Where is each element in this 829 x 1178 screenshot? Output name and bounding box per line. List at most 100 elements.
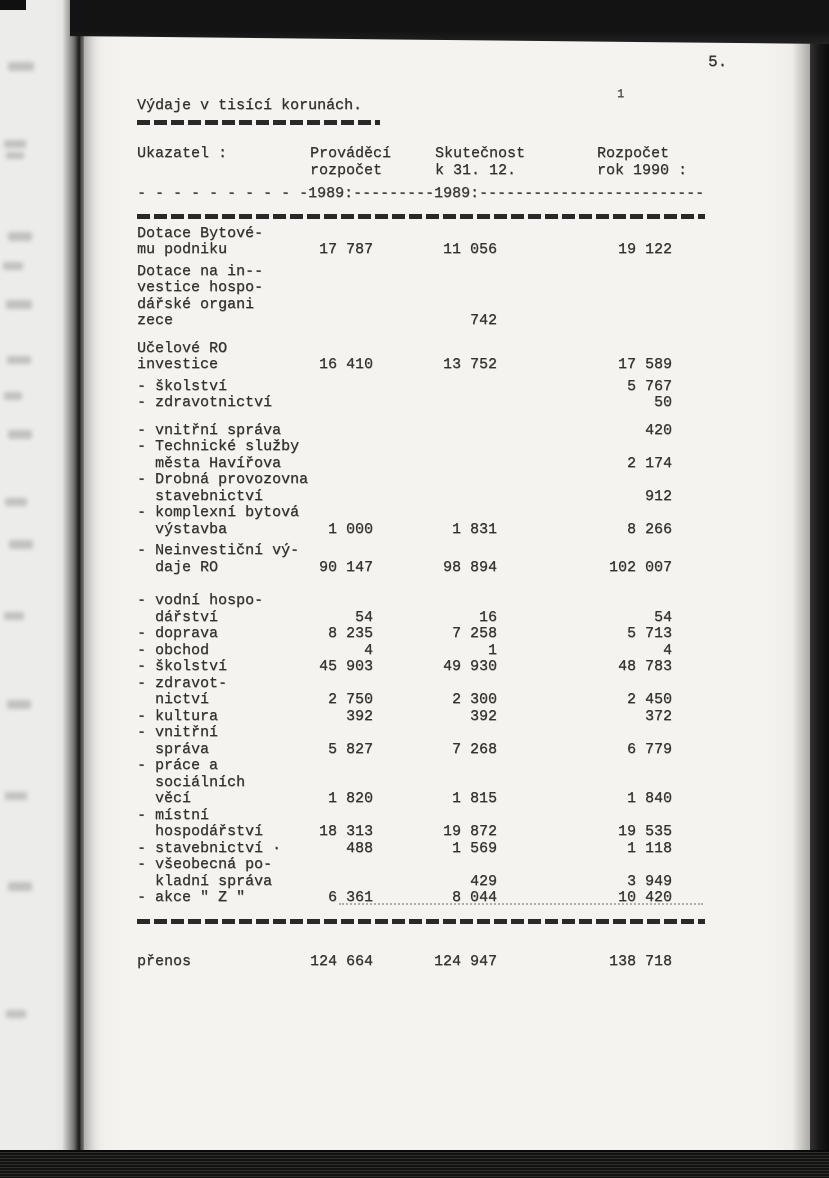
value-cell: 102 007 (608, 558, 672, 576)
value-cell: 1 820 (327, 790, 373, 807)
value-cell: 1 569 (451, 839, 497, 857)
value-cell: 2 750 (327, 691, 373, 708)
value-cell: 98 894 (442, 558, 497, 576)
value-cell: 1 815 (451, 790, 497, 807)
table-row: Dotace na in-- vestice hospo- dářské org… (137, 262, 723, 330)
row-label: - zdravotnictví (137, 394, 273, 411)
value-cell: 16 (478, 608, 497, 626)
value-cell: 392 (469, 707, 497, 725)
header-year-dashed-line: - - - - - - - - - -1989:---------1989:--… (137, 184, 705, 202)
value-cell: 10 420 (617, 889, 672, 906)
row-label: - kultura (137, 707, 219, 725)
row-label: - školství (137, 658, 228, 675)
header-col3-line1: Rozpočet (597, 144, 670, 162)
value-cell: 912 (644, 487, 672, 505)
value-cell: 742 (469, 312, 497, 329)
table-row: - kultura 392 392 372 (137, 707, 723, 726)
table-row: Učelové RO investice 16 410 13 752 17 589 (137, 340, 723, 374)
table-row: - všeobecná po- kladní správa 429 3 949 (137, 856, 723, 890)
value-cell: 7 268 (451, 740, 497, 758)
value-cell: 45 903 (318, 658, 373, 675)
header-col1-line1: Prováděcí (310, 144, 392, 162)
value-cell: 54 (653, 608, 672, 626)
table-row: - akce " Z " 6 361 8 044 10 420 (137, 889, 723, 907)
value-cell: 8 266 (626, 520, 672, 538)
value-cell: 138 718 (608, 952, 672, 970)
value-cell: 4 (363, 641, 373, 659)
table-row: - práce a sociálních věcí 1 820 1 815 1 840 (137, 757, 723, 808)
value-cell: 1 (487, 641, 497, 659)
value-cell: 1 831 (451, 520, 497, 538)
row-label: - práce a sociálních věcí (137, 757, 246, 807)
row-label: - obchod (137, 641, 210, 659)
book-gutter-shadow (62, 0, 84, 1178)
value-cell: 8 235 (327, 625, 373, 642)
header-separator-line (137, 213, 705, 219)
table-header: Ukazatel : Prováděcí rozpočet Skutečnost… (137, 144, 723, 208)
row-label: - místní hospodářství (137, 806, 264, 840)
row-label: - Technické služby města Havířova (137, 438, 300, 472)
value-cell: 429 (469, 872, 497, 890)
value-cell: 8 044 (451, 889, 497, 906)
row-label: Dotace na in-- vestice hospo- dářské org… (137, 262, 264, 329)
value-cell: 17 589 (617, 356, 672, 373)
table-body: Dotace Bytové- mu podniku 17 787 11 056 19 … (137, 224, 723, 907)
value-cell: 1 118 (626, 839, 672, 857)
row-label: - doprava (137, 625, 219, 642)
document-content: Výdaje v tisící korunách. Ukazatel : Pro… (137, 50, 723, 970)
value-cell: 5 713 (626, 625, 672, 642)
table-row: - stavebnictví · 488 1 569 1 118 (137, 839, 723, 858)
value-cell: 1 000 (327, 520, 373, 538)
row-label: - vnitřní správa (137, 421, 282, 439)
value-cell: 19 535 (617, 823, 672, 840)
row-label: - stavebnictví · (137, 839, 282, 857)
value-cell: 488 (345, 839, 373, 857)
value-cell: 18 313 (318, 823, 373, 840)
table-row: - doprava 8 235 7 258 5 713 (137, 625, 723, 643)
value-cell: 5 767 (626, 377, 672, 395)
value-cell: 124 664 (310, 952, 374, 970)
value-cell: 13 752 (442, 356, 497, 373)
value-cell: 90 147 (318, 558, 373, 576)
table-row: - Drobná provozovna stavebnictví 912 (137, 471, 723, 505)
value-cell: 16 410 (318, 356, 373, 373)
value-cell: 11 056 (442, 241, 497, 258)
scan-bottom-border (0, 1150, 829, 1178)
value-cell: 19 122 (617, 241, 672, 258)
paper-sheet (82, 0, 810, 1178)
table-row: - Neinvestiční vý- daje RO 90 147 98 894 10… (137, 542, 723, 576)
value-cell: 5 827 (327, 740, 373, 758)
value-cell: 54 (354, 608, 373, 626)
table-row: - školství 5 767 (137, 377, 723, 396)
table-row: - Technické služby města Havířova 2 174 (137, 438, 723, 472)
row-label: - Neinvestiční vý- daje RO (137, 542, 300, 576)
header-col1-line2: rozpočet (310, 161, 383, 179)
value-cell: 50 (653, 394, 672, 411)
value-cell: 19 872 (442, 823, 497, 840)
value-cell: 49 930 (442, 658, 497, 675)
table-row: - vodní hospo- dářství 54 16 54 (137, 592, 723, 626)
header-col2-line2: k 31. 12. (435, 161, 517, 179)
scan-top-border (70, 0, 829, 44)
table-row: Dotace Bytové- mu podniku 17 787 11 056 19 … (137, 224, 723, 259)
row-label: Dotace Bytové- mu podniku (137, 224, 264, 258)
scan-right-border (810, 0, 829, 1178)
value-cell: 7 258 (451, 625, 497, 642)
table-row: - vnitřní správa 420 (137, 421, 723, 440)
value-cell: 4 (662, 641, 672, 659)
value-cell: 3 949 (626, 872, 672, 890)
table-row: - školství 45 903 49 930 48 783 (137, 658, 723, 676)
row-label: - akce " Z " (137, 889, 246, 906)
page-right-shadow (792, 0, 810, 1178)
table-row: - vnitřní správa 5 827 7 268 6 779 (137, 724, 723, 758)
row-label: - vodní hospo- dářství (137, 592, 264, 626)
row-label: přenos (137, 952, 192, 970)
footer-separator-line (137, 918, 705, 924)
row-label: - zdravot- nictví (137, 674, 228, 708)
value-cell: 48 783 (617, 658, 672, 675)
carry-over-row: přenos 124 664 124 947 138 718 (137, 952, 723, 971)
value-cell: 2 300 (451, 691, 497, 708)
value-cell: 6 361 (327, 889, 373, 906)
table-row: - obchod 4 1 4 (137, 641, 723, 660)
